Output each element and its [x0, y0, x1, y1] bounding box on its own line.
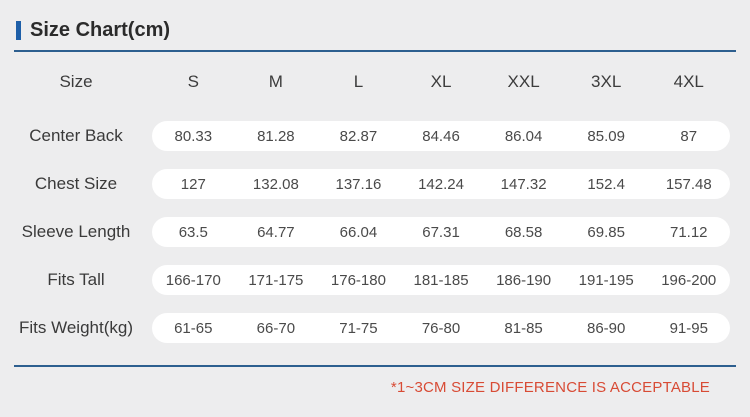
- table-cell: 191-195: [578, 271, 634, 289]
- table-cell: 132.08: [252, 175, 299, 193]
- column-header: XXL: [507, 72, 540, 91]
- table-cell: 157.48: [665, 175, 712, 193]
- row-label: Chest Size: [34, 174, 118, 193]
- table-cell: 81.28: [257, 127, 295, 145]
- row-label: Sleeve Length: [21, 222, 131, 241]
- table-cell: 91-95: [669, 319, 708, 337]
- bottom-divider: [14, 365, 736, 367]
- table-cell: 76-80: [421, 319, 461, 337]
- row-values-pill: 63.5 64.77 66.04 67.31 68.58 69.85 71.12: [152, 217, 730, 247]
- table-cell: 81-85: [504, 319, 543, 337]
- table-cell: 80.33: [174, 127, 213, 145]
- table-cell: 71-75: [339, 319, 378, 337]
- title-accent-bar: [16, 21, 21, 40]
- row-label: Center Back: [29, 126, 123, 145]
- table-cell: 87: [680, 127, 698, 145]
- table-cell: 61-65: [174, 319, 213, 337]
- table-row: Fits Tall 166-170 171-175 176-180 181-18…: [0, 265, 750, 295]
- row-values-pill: 80.33 81.28 82.87 84.46 86.04 85.09 87: [152, 121, 730, 151]
- column-header-size: Size: [59, 72, 93, 91]
- table-cell: 137.16: [335, 175, 382, 193]
- column-header: 3XL: [591, 72, 622, 91]
- table-cell: 69.85: [587, 223, 625, 241]
- table-cell: 147.32: [500, 175, 547, 193]
- table-cell: 181-185: [413, 271, 469, 289]
- row-values-pill: 166-170 171-175 176-180 181-185 186-190 …: [152, 265, 730, 295]
- table-cell: 152.4: [587, 175, 625, 193]
- table-cell: 66-70: [256, 319, 296, 337]
- row-values-pill: 127 132.08 137.16 142.24 147.32 152.4 15…: [152, 169, 730, 199]
- column-header: L: [353, 72, 364, 91]
- row-label: Fits Tall: [47, 270, 105, 289]
- row-values-pill: 61-65 66-70 71-75 76-80 81-85 86-90 91-9…: [152, 313, 730, 343]
- table-cell: 196-200: [661, 271, 717, 289]
- table-cell: 85.09: [587, 127, 625, 145]
- column-header: M: [268, 72, 283, 91]
- table-cell: 166-170: [165, 271, 221, 289]
- table-cell: 64.77: [257, 223, 295, 241]
- section-title: Size Chart(cm): [16, 19, 170, 42]
- column-header: XL: [430, 72, 452, 91]
- table-cell: 127: [180, 175, 206, 193]
- table-row: Sleeve Length 63.5 64.77 66.04 67.31 68.…: [0, 217, 750, 247]
- table-cell: 66.04: [339, 223, 378, 241]
- table-row: Chest Size 127 132.08 137.16 142.24 147.…: [0, 169, 750, 199]
- table-cell: 86-90: [586, 319, 626, 337]
- table-cell: 171-175: [248, 271, 304, 289]
- table-cell: 142.24: [418, 175, 464, 193]
- size-chart-table: Size S M L XL XXL 3XL 4XL Center Back 80…: [0, 67, 750, 361]
- table-cell: 67.31: [422, 223, 460, 241]
- column-headers: S M L XL XXL 3XL 4XL: [152, 72, 730, 92]
- table-header-row: Size S M L XL XXL 3XL 4XL: [0, 67, 750, 97]
- table-cell: 186-190: [496, 271, 552, 289]
- top-divider: [14, 50, 736, 52]
- table-row: Center Back 80.33 81.28 82.87 84.46 86.0…: [0, 121, 750, 151]
- table-cell: 82.87: [339, 127, 378, 145]
- table-cell: 68.58: [504, 223, 543, 241]
- table-cell: 63.5: [178, 223, 208, 241]
- column-header: S: [187, 72, 199, 91]
- table-cell: 71.12: [669, 223, 708, 241]
- table-cell: 86.04: [504, 127, 543, 145]
- table-cell: 84.46: [422, 127, 460, 145]
- table-row: Fits Weight(kg) 61-65 66-70 71-75 76-80 …: [0, 313, 750, 343]
- column-header: 4XL: [673, 72, 704, 91]
- page-title: Size Chart(cm): [30, 19, 171, 41]
- size-difference-note: *1~3CM SIZE DIFFERENCE IS ACCEPTABLE: [390, 379, 710, 396]
- table-cell: 176-180: [330, 271, 386, 289]
- row-label: Fits Weight(kg): [19, 318, 133, 337]
